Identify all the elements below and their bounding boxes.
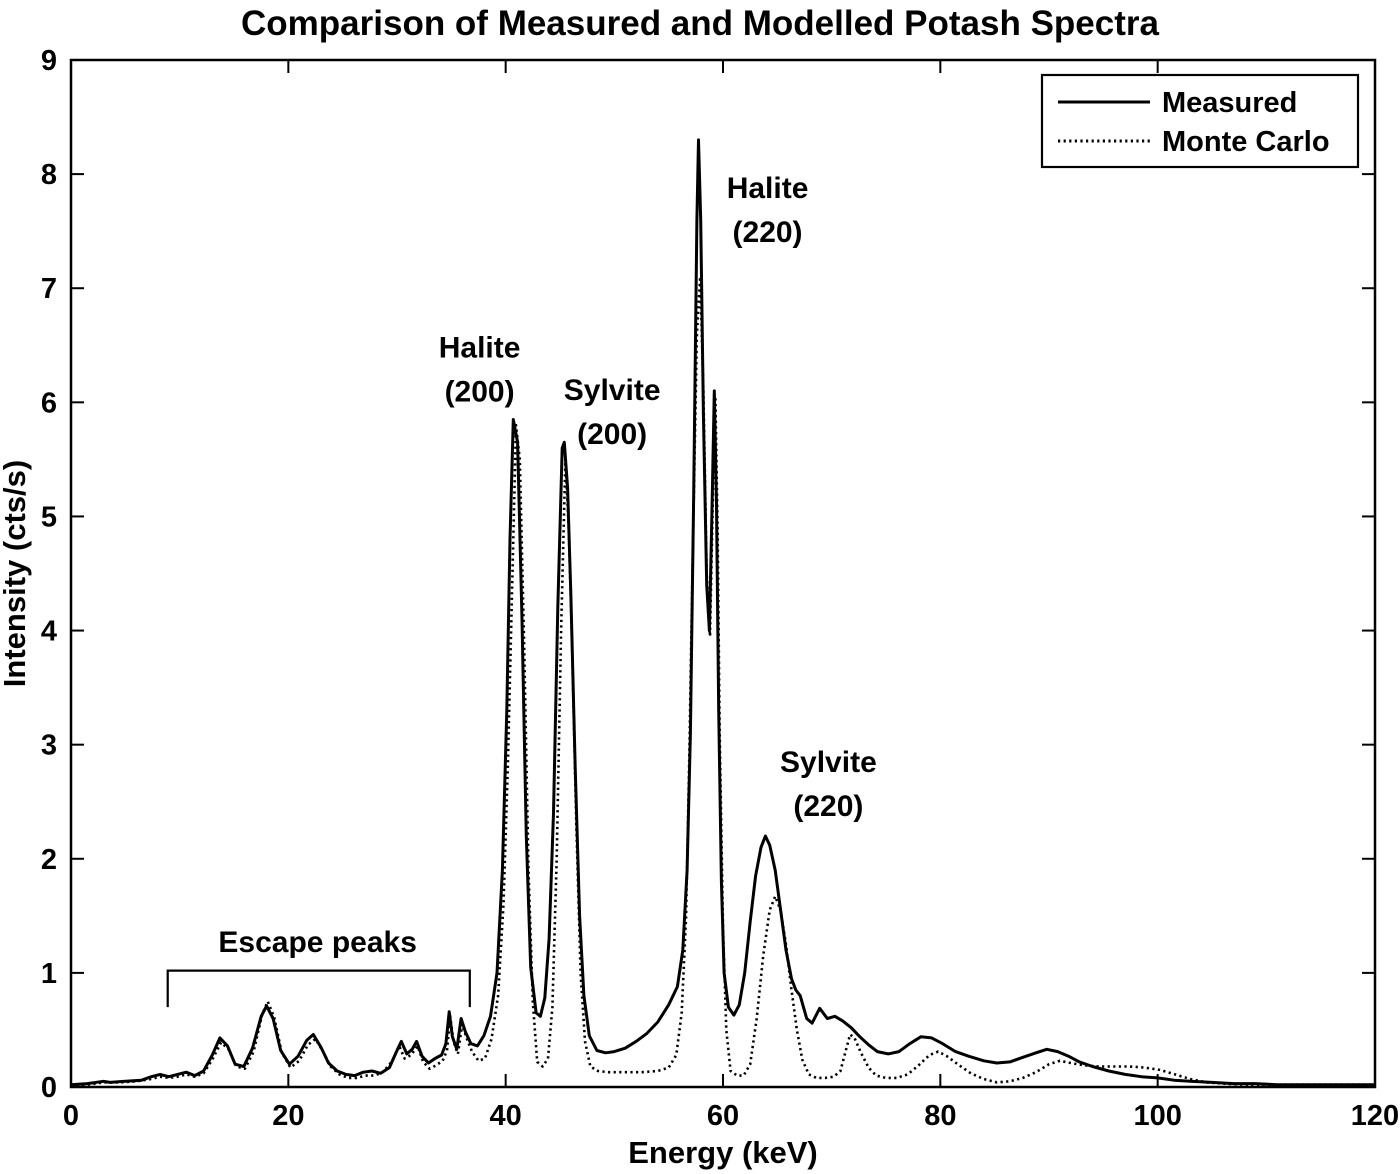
y-tick-label: 8 [41,159,57,191]
legend-box [1040,73,1360,169]
escape-peaks-bracket [166,969,471,1008]
chart-title: Comparison of Measured and Modelled Pota… [241,4,1159,43]
y-tick-label: 6 [41,387,57,419]
y-tick-label: 4 [41,616,57,648]
y-tick-label: 7 [41,273,57,305]
x-tick-label: 40 [490,1100,522,1132]
annotation--220-: (220) [793,790,863,823]
x-tick-label: 120 [1351,1100,1399,1132]
annotation-sylvite: Sylvite [564,374,661,407]
legend-label-measured: Measured [1162,87,1297,119]
y-tick-label: 0 [41,1072,57,1104]
y-axis-label: Intensity (cts/s) [0,460,32,687]
y-tick-label: 2 [41,844,57,876]
annotation-escape-peaks: Escape peaks [218,926,416,959]
annotation--220-: (220) [733,216,803,249]
x-tick-label: 100 [1133,1100,1181,1132]
x-tick-label: 60 [707,1100,739,1132]
x-tick-label: 0 [63,1100,79,1132]
series-measured [70,138,1375,1087]
legend-label-monte-carlo: Monte Carlo [1162,126,1330,158]
x-axis-label: Energy (keV) [628,1135,818,1170]
annotation-halite: Halite [727,172,809,205]
annotation-sylvite: Sylvite [780,746,877,779]
series-monte-carlo [71,275,1375,1086]
x-tick-label: 80 [924,1100,956,1132]
y-tick-label: 9 [41,45,57,77]
x-tick-label: 20 [272,1100,304,1132]
annotation--200-: (200) [577,418,647,451]
y-tick-label: 3 [41,730,57,762]
annotation-halite: Halite [439,332,521,365]
y-tick-label: 5 [41,501,57,533]
annotation--200-: (200) [445,376,515,409]
y-tick-label: 1 [41,958,57,990]
